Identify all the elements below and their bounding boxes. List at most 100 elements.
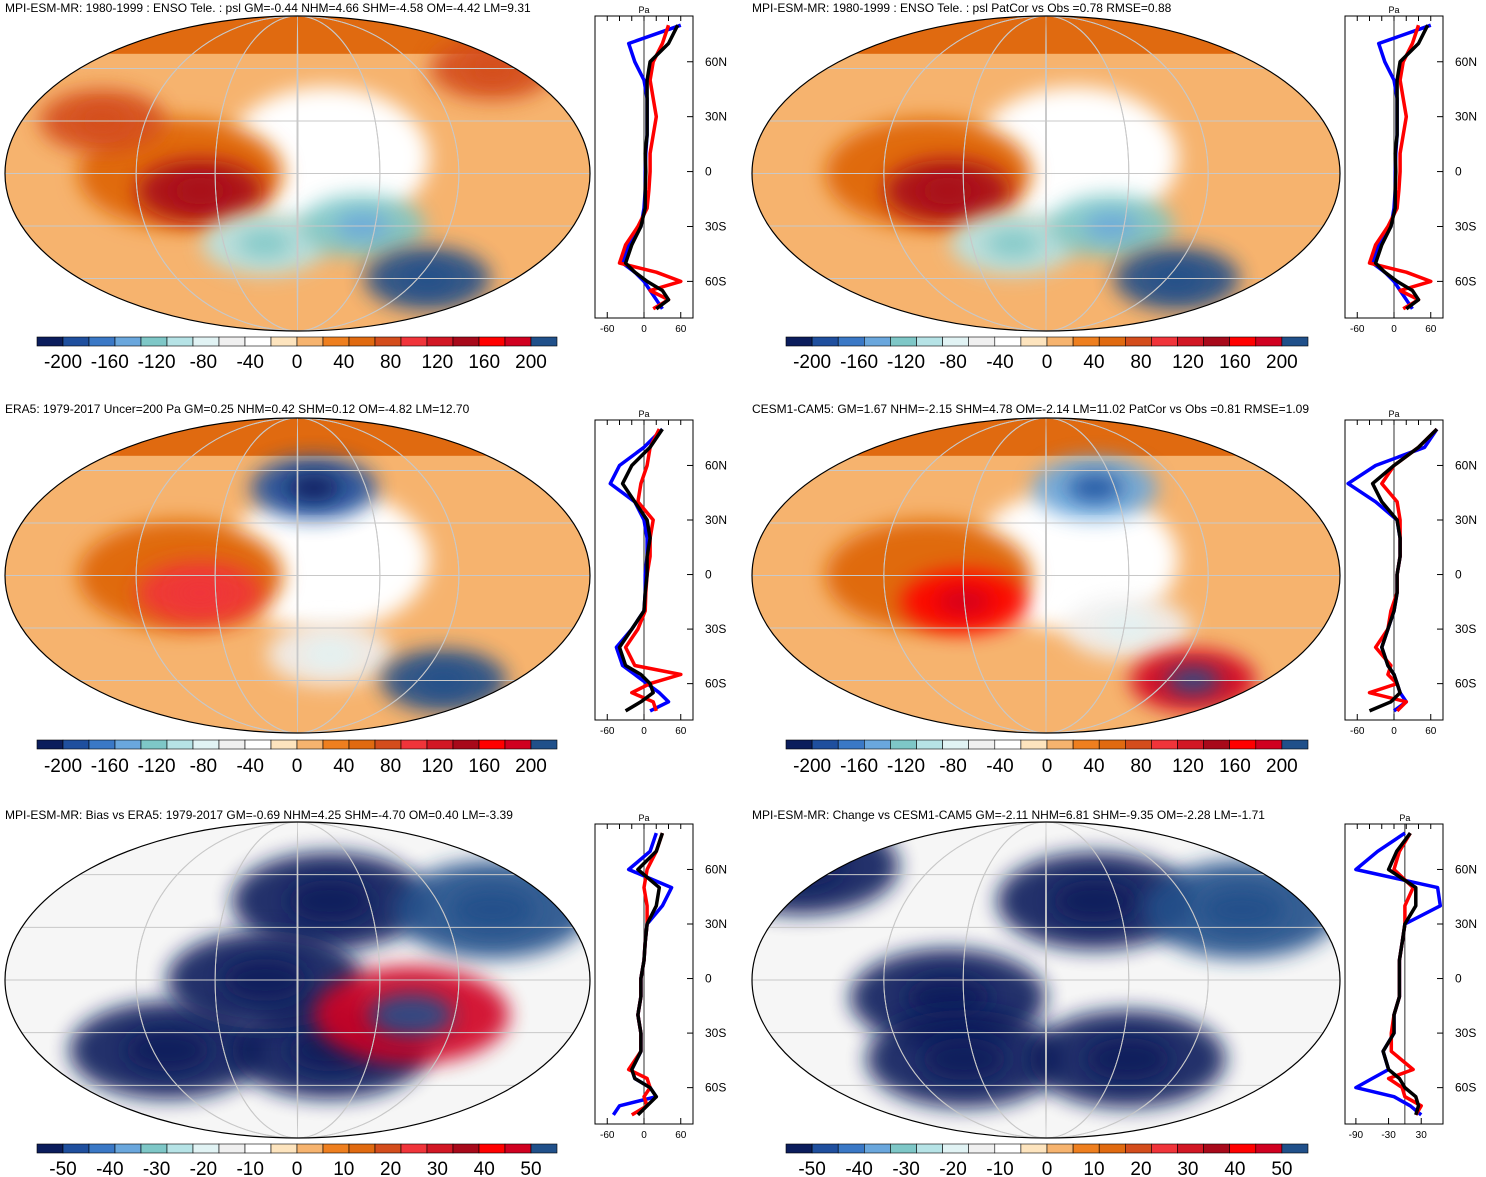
colorbar-swatch [348,1143,376,1154]
anomaly-core [238,230,292,257]
profile-series-obs [623,24,680,311]
colorbar-label: 80 [1130,352,1151,373]
colorbar-label: -200 [44,756,82,777]
colorbar-label: 80 [1130,756,1151,777]
lon-gridline [135,822,460,1138]
colorbar-label: -40 [986,352,1013,373]
colorbar-label: 40 [1083,352,1104,373]
colorbar-swatch [140,336,168,347]
colorbar-swatch [400,739,428,750]
map-outline [4,417,591,734]
profile-series-model [1367,427,1439,713]
colorbar-swatch [62,336,90,347]
profile-series-alt [1346,428,1439,713]
colorbar-swatch [62,1143,90,1154]
colorbar-swatch [942,739,969,750]
panel-title: MPI-ESM-MR: Bias vs ERA5: 1979-2017 GM=-… [5,808,513,822]
profile-units: Pa [638,5,649,15]
colorbar-swatch [114,336,142,347]
anomaly-core [1053,880,1137,922]
colorbar-swatch [1098,336,1126,347]
colorbar-swatch [530,739,558,750]
anomaly-core [125,1029,210,1072]
profile-units: Pa [1388,5,1399,15]
colorbar-swatch [968,1143,996,1154]
colorbar-swatch [88,739,116,750]
map-field [752,822,1340,1138]
panel-bottom-left: MPI-ESM-MR: Bias vs ERA5: 1979-2017 GM=-… [4,808,727,1177]
x-tick-label: 0 [641,726,647,737]
profile-series-obs [630,832,665,1117]
lon-gridline [962,418,1130,733]
colorbar-label: 0 [292,756,303,777]
colorbar-label: -40 [845,1159,872,1177]
x-tick-label: 60 [675,324,687,335]
colorbar-swatch [1072,1143,1100,1154]
colorbar-swatch [1281,1143,1309,1154]
lat-tick-label: 60N [705,862,727,876]
colorbar-label: 80 [380,756,401,777]
profile-units: Pa [1388,409,1399,419]
colorbar-label: 160 [468,352,500,373]
colorbar-swatch [942,1143,969,1154]
panel-title: CESM1-CAM5: GM=1.67 NHM=-2.15 SHM=4.78 O… [752,402,1309,416]
lat-tick-label: 60N [705,55,727,69]
profile-series-model [1367,24,1433,311]
colorbar-label: -160 [840,352,878,373]
colorbar-swatch [890,1143,917,1154]
colorbar-label: 10 [1083,1159,1104,1177]
colorbar-label: -200 [793,352,831,373]
colorbar-label: 200 [515,352,547,373]
colorbar-swatch [1020,739,1048,750]
x-tick-label: -60 [600,1130,615,1141]
lat-tick-label: 60S [705,1081,726,1095]
colorbar-swatch [166,336,194,347]
colorbar-swatch [1151,739,1178,750]
colorbar-swatch [1072,336,1100,347]
lat-tick-label: 30N [1455,917,1477,931]
anomaly-core [303,640,357,668]
colorbar-label: 40 [1083,756,1104,777]
colorbar-label: -160 [840,756,878,777]
colorbar-label: 40 [474,1159,495,1177]
lat-tick-label: 30S [1455,1026,1476,1040]
colorbar-label: -80 [190,352,217,373]
colorbar-swatch [1177,1143,1204,1154]
colorbar-swatch [374,1143,402,1154]
colorbar-label: -80 [939,352,966,373]
lat-tick-label: 30N [1455,110,1477,124]
colorbar-swatch [968,336,996,347]
colorbar-swatch [916,336,943,347]
colorbar-swatch [863,739,891,750]
colorbar-swatch [1125,739,1152,750]
colorbar-label: 30 [427,1159,448,1177]
x-tick-label: 0 [1391,324,1397,335]
colorbar-label: 160 [1219,756,1251,777]
colorbar-swatch [244,336,272,347]
lat-tick-label: 30N [1455,513,1477,527]
lat-tick-label: 30S [1455,622,1476,636]
colorbar-label: -10 [986,1159,1013,1177]
colorbar-label: -160 [91,756,129,777]
lat-tick-label: 30N [705,513,727,527]
colorbar-swatch [1255,739,1283,750]
colorbar-swatch [785,336,813,347]
anomaly-core [450,888,535,931]
colorbar-swatch [890,336,917,347]
x-tick-label: 60 [675,1130,687,1141]
colorbar-label: 200 [1266,352,1298,373]
lon-gridline [962,16,1130,331]
anomaly-core [986,230,1041,257]
colorbar-swatch [1125,1143,1152,1154]
lon-gridline [1045,418,1047,733]
colorbar-swatch [1255,1143,1283,1154]
colorbar-swatch [166,1143,194,1154]
map-outline [4,821,591,1139]
colorbar-swatch [478,739,506,750]
colorbar-swatch [811,739,839,750]
panel-middle-left: ERA5: 1979-2017 Uncer=200 Pa GM=0.25 NHM… [4,402,727,777]
colorbar-swatch [1125,336,1152,347]
colorbar-swatch [1203,1143,1230,1154]
lat-tick-label: 60S [1455,274,1476,288]
colorbar-label: -30 [892,1159,919,1177]
